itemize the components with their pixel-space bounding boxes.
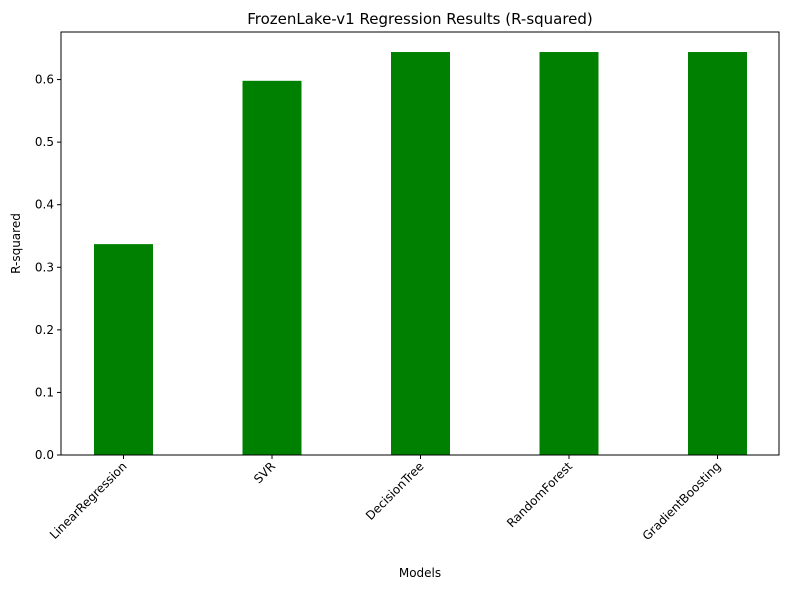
bar-linearregression <box>94 244 153 455</box>
y-axis: 0.0 0.1 0.2 0.3 0.4 0.5 0.6 <box>35 73 61 462</box>
y-tick-label: 0.3 <box>35 260 54 274</box>
x-tick-label: RandomForest <box>504 459 575 530</box>
y-axis-label: R-squared <box>9 213 23 274</box>
x-axis: LinearRegression SVR DecisionTree RandomFor… <box>47 455 724 543</box>
x-tick-label: GradientBoosting <box>640 459 724 543</box>
x-tick-label: LinearRegression <box>47 459 130 542</box>
bar-gradientboosting <box>688 52 747 455</box>
bar-randomforest <box>539 52 599 455</box>
plot-frame <box>60 31 780 456</box>
bars-group <box>94 52 747 456</box>
bar-decisiontree <box>391 52 450 455</box>
x-tick-label: DecisionTree <box>363 459 427 523</box>
y-tick-label: 0.1 <box>35 385 54 399</box>
y-tick-label: 0.4 <box>35 198 54 212</box>
x-tick-label: SVR <box>251 459 278 486</box>
bar-svr <box>242 80 302 456</box>
y-tick-label: 0.6 <box>35 73 54 87</box>
y-tick-label: 0.0 <box>35 448 54 462</box>
x-axis-label: Models <box>399 566 441 580</box>
y-tick-label: 0.2 <box>35 323 54 337</box>
chart-title: FrozenLake-v1 Regression Results (R-squa… <box>247 10 593 28</box>
y-tick-label: 0.5 <box>35 135 54 149</box>
